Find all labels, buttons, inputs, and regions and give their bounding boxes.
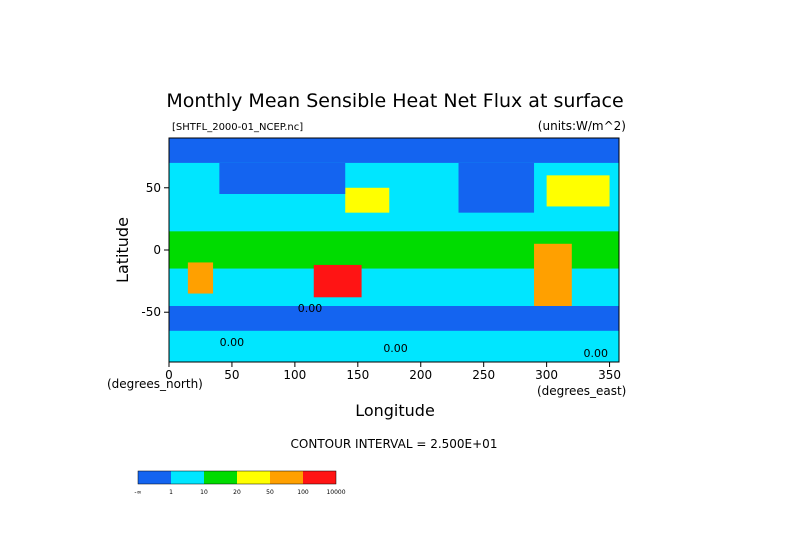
x-axis-label: Longitude (355, 401, 435, 420)
heatmap-region-1 (546, 175, 610, 207)
colorbar-swatch (171, 471, 204, 484)
y-axis-ticks: -50 0 50 (141, 181, 169, 319)
contour-label: 0.00 (383, 342, 408, 355)
contour-label: 0.00 (583, 347, 608, 360)
file-label: [SHTFL_2000-01_NCEP.nc] (172, 122, 303, 133)
chart-title: Monthly Mean Sensible Heat Net Flux at s… (166, 90, 623, 112)
y-tick-label: 0 (153, 243, 161, 257)
colorbar-frame (137, 470, 337, 485)
x-tick-label: 0 (165, 368, 173, 382)
colorbar-tick-label: -∞ (134, 489, 141, 496)
x-axis-unit: (degrees_east) (537, 384, 626, 398)
colorbar-tick-label: 100 (297, 489, 309, 496)
colorbar-swatch (270, 471, 303, 484)
colorbar: -∞ 1 10 20 50 100 10000 (134, 470, 346, 496)
colorbar-swatch (237, 471, 270, 484)
colorbar-tick-label: 1 (169, 489, 173, 496)
contour-label: 0.00 (220, 336, 245, 349)
y-axis-label: Latitude (113, 217, 132, 283)
x-tick-label: 300 (535, 368, 558, 382)
x-tick-label: 200 (409, 368, 432, 382)
colorbar-tick-label: 50 (266, 489, 274, 496)
heatmap-region-0 (169, 138, 619, 163)
colorbar-tick-label: 10000 (326, 489, 345, 496)
contour-label: 0.00 (298, 302, 323, 315)
colorbar-swatch (138, 471, 171, 484)
heatmap-region-7 (534, 243, 572, 313)
y-axis-unit: (degrees_north) (107, 377, 203, 391)
colorbar-swatch (204, 471, 237, 484)
contour-interval: CONTOUR INTERVAL = 2.500E+01 (291, 437, 498, 451)
heatmap-region-5 (313, 264, 362, 298)
x-tick-label: 350 (598, 368, 621, 382)
colorbar-swatch (303, 471, 336, 484)
units-label: (units:W/m^2) (538, 119, 626, 133)
heatmap-region-6 (187, 262, 214, 294)
heatmap-region-8 (169, 306, 619, 331)
heatmap-field: 0.00 0.00 0.00 0.00 (169, 138, 619, 362)
y-tick-label: -50 (141, 305, 161, 319)
x-axis-ticks: 0 50 100 150 200 250 300 350 (165, 362, 621, 382)
x-tick-label: 150 (346, 368, 369, 382)
colorbar-tick-label: 20 (233, 489, 241, 496)
colorbar-tick-label: 10 (200, 489, 208, 496)
y-tick-label: 50 (146, 181, 161, 195)
heatmap-region-11 (458, 162, 535, 213)
heatmap-region-9 (169, 330, 619, 362)
x-tick-label: 250 (472, 368, 495, 382)
x-tick-label: 100 (283, 368, 306, 382)
x-tick-label: 50 (224, 368, 239, 382)
heatmap-region-2 (345, 187, 390, 213)
heatmap-region-10 (219, 162, 346, 194)
